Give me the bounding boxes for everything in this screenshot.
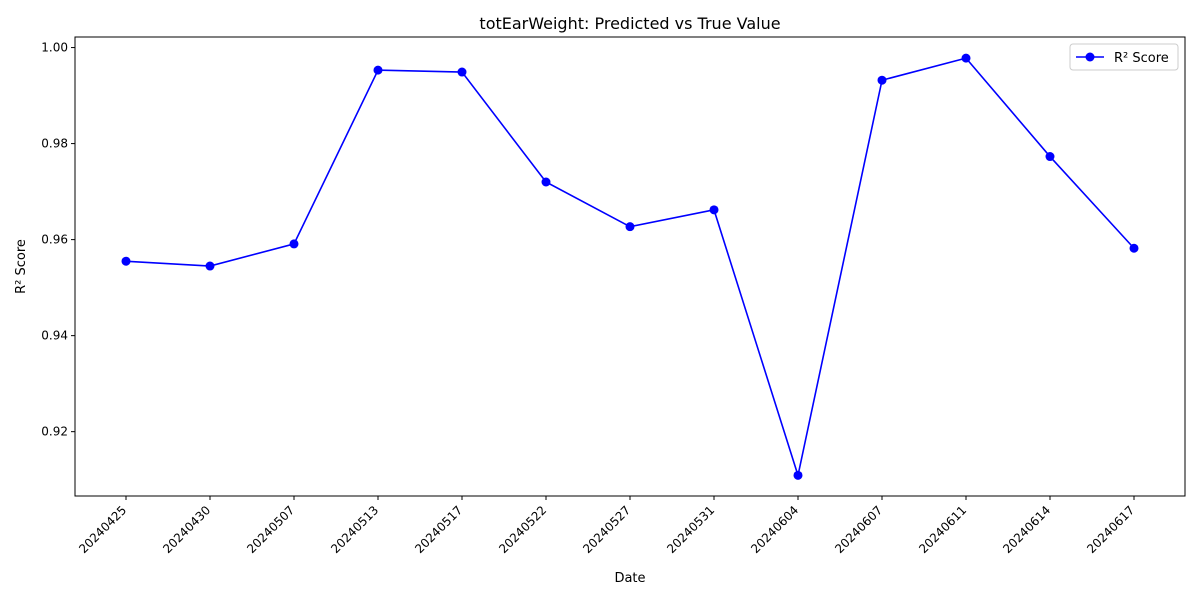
chart-title: totEarWeight: Predicted vs True Value [479,14,780,33]
data-point [709,205,719,215]
y-tick-label: 1.00 [41,41,68,55]
data-point [541,177,551,187]
plot-frame [74,36,1186,497]
y-tick-label: 0.94 [41,329,68,343]
legend: R² Score [1069,43,1179,71]
y-axis-label: R² Score [14,239,29,294]
y-tick-label: 0.92 [41,425,68,439]
data-point [1129,243,1139,253]
data-point [373,65,383,75]
data-point [793,470,803,480]
data-point [289,239,299,249]
data-point [625,222,635,232]
data-point [1045,152,1055,162]
data-point [121,256,131,266]
data-point [457,67,467,77]
data-point [961,53,971,63]
legend-label: R² Score [1114,51,1169,66]
y-tick-label: 0.96 [41,233,68,247]
y-tick-label: 0.98 [41,137,68,151]
data-point [205,261,215,271]
legend-marker [1085,52,1095,62]
legend-box [1069,43,1179,71]
x-axis-label: Date [614,571,645,586]
data-point [877,75,887,85]
